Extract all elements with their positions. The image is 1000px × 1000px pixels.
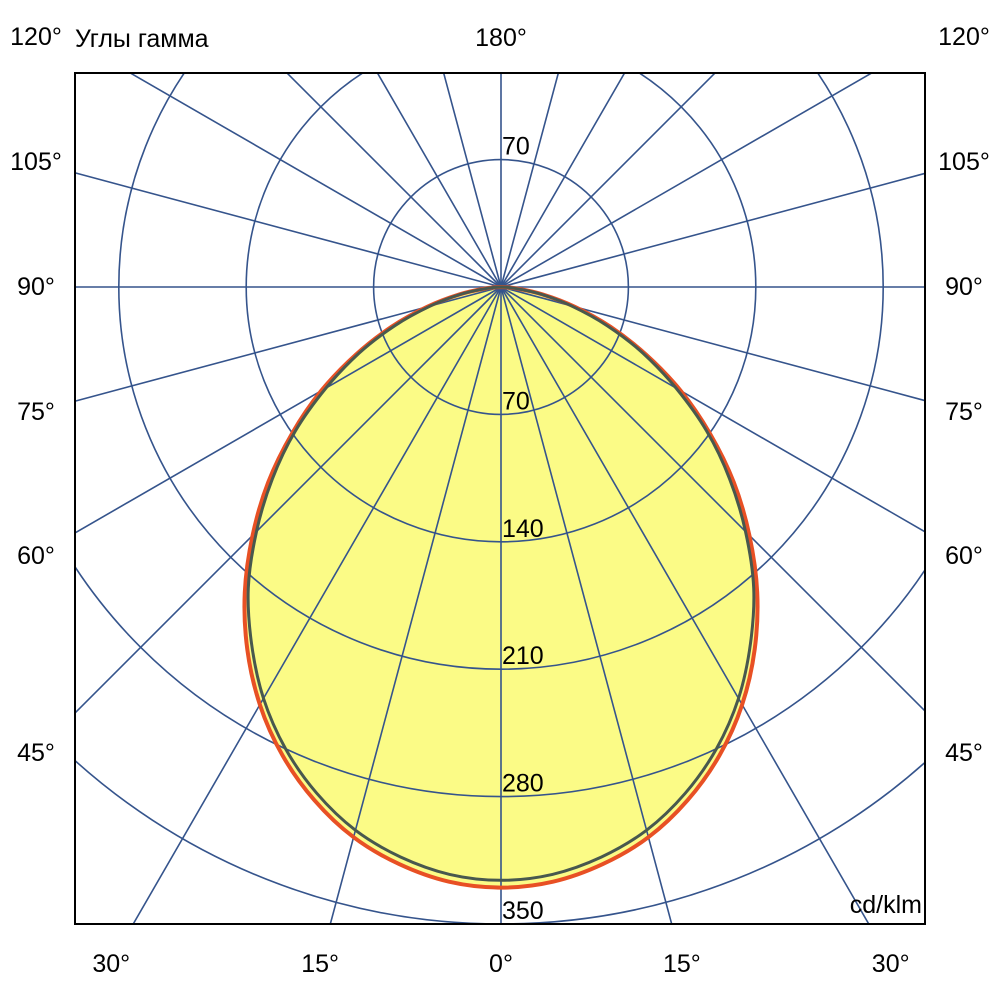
ring-label: 350 [502, 897, 544, 925]
angle-label-left: 45° [17, 739, 55, 767]
angle-label-right: 60° [945, 542, 983, 570]
angle-label-bottom: 30° [872, 950, 910, 978]
grid-ray [500, 73, 717, 288]
grid-ray [132, 286, 502, 924]
grid-ray [500, 286, 673, 924]
grid-ray [75, 286, 502, 534]
angle-label-top: 180° [475, 24, 527, 52]
grid-ray [500, 73, 874, 288]
ring-label: 70 [502, 387, 530, 415]
angle-label-left: 105° [10, 148, 62, 176]
angle-label-left: 120° [10, 23, 62, 51]
grid-ray [376, 73, 502, 288]
angle-label-bottom: 15° [663, 950, 701, 978]
ring-label-above: 70 [502, 133, 530, 161]
grid-ray [75, 286, 502, 402]
grid-ray [500, 286, 925, 402]
unit-label: cd/klm [850, 891, 922, 919]
angle-label-bottom: 0° [489, 950, 513, 978]
angle-label-left: 75° [17, 398, 55, 426]
grid-ray [500, 172, 925, 288]
curve-layer [242, 285, 760, 890]
angle-label-right: 45° [945, 739, 983, 767]
curve-outer-red [242, 285, 760, 890]
ring-label: 210 [502, 642, 544, 670]
angle-label-right: 120° [938, 23, 990, 51]
grid-ray [75, 172, 502, 288]
label-layer: 70 70 140 210 280 350 120° 105° 90° 75° 60° 45° 120°… [10, 23, 990, 978]
angle-label-right: 105° [938, 148, 990, 176]
angle-label-left: 90° [17, 273, 55, 301]
grid-ray [285, 73, 502, 288]
grid-ray [500, 73, 626, 288]
grid-ray [128, 73, 502, 288]
ring-label: 140 [502, 515, 544, 543]
angle-label-right: 75° [945, 398, 983, 426]
grid-ray [500, 73, 560, 288]
angle-label-bottom: 15° [301, 950, 339, 978]
grid-ray [500, 286, 870, 924]
angle-label-bottom: 30° [92, 950, 130, 978]
angle-label-right: 90° [945, 273, 983, 301]
grid-ray [500, 286, 925, 713]
chart-title: Углы гамма [75, 25, 209, 53]
angle-label-left: 60° [17, 542, 55, 570]
grid-ray [442, 73, 502, 288]
ring-label: 280 [502, 770, 544, 798]
grid-ray [500, 286, 925, 533]
grid-ray [75, 286, 502, 715]
curve-inner-dark [246, 285, 756, 882]
plot-border [74, 72, 926, 925]
grid-ray [329, 286, 502, 924]
